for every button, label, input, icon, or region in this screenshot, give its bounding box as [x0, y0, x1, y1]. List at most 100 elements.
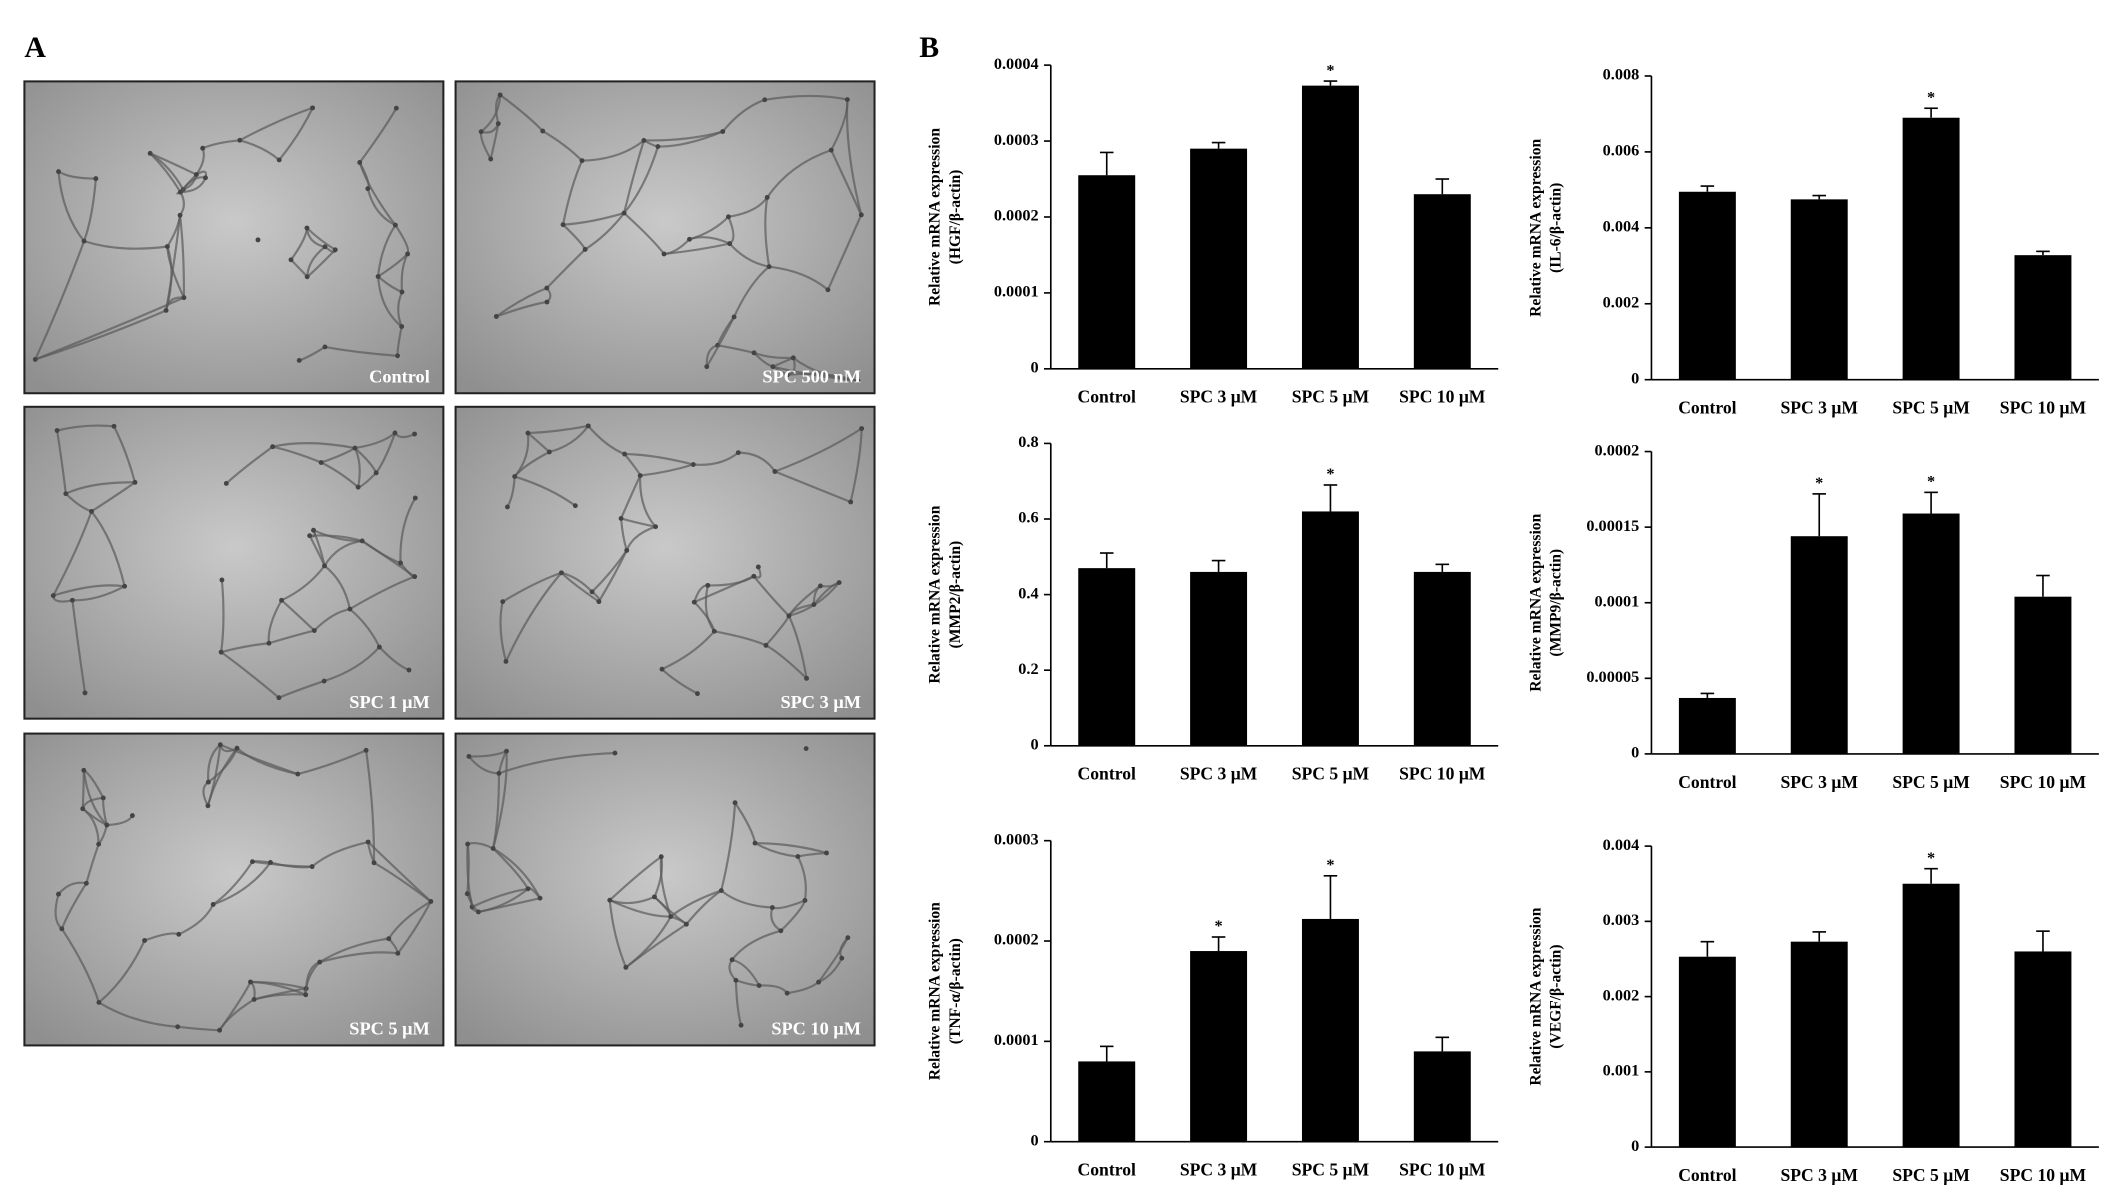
cell-network — [720, 802, 737, 891]
cell-network — [324, 345, 398, 357]
cell-node — [56, 891, 61, 897]
cell-node — [687, 236, 692, 242]
cell-network — [468, 750, 507, 758]
bar — [1078, 175, 1136, 369]
cell-network — [661, 668, 698, 695]
cell-node — [80, 806, 86, 812]
y-tick-label: 0 — [1030, 359, 1038, 377]
cell-network — [177, 1025, 220, 1032]
cell-network — [670, 889, 722, 918]
cell-node — [365, 186, 371, 192]
cell-node — [210, 902, 216, 907]
cell-node — [755, 564, 761, 570]
y-tick-label: 0.0004 — [994, 55, 1039, 73]
cell-node — [311, 527, 316, 533]
y-tick-label: 0.002 — [1603, 986, 1640, 1004]
cell-node — [250, 859, 255, 865]
micrograph: SPC 5 μM — [23, 732, 445, 1047]
cell-network — [281, 565, 326, 602]
x-tick-label: Control — [1078, 1160, 1136, 1180]
cell-network — [353, 447, 361, 488]
cell-network — [661, 630, 716, 671]
cell-node — [497, 92, 503, 98]
cell-node — [255, 237, 261, 243]
cell-network — [707, 575, 755, 587]
cell-node — [295, 771, 301, 777]
cell-network — [278, 680, 325, 699]
bar — [1902, 117, 1960, 380]
x-tick-label: SPC 10 μM — [1399, 1160, 1486, 1180]
y-axis-label: (MMP2/β-actin) — [947, 541, 964, 649]
x-tick-label: SPC 3 μM — [1780, 1165, 1858, 1185]
cell-node — [811, 602, 817, 607]
cell-node — [398, 560, 403, 566]
cell-node — [582, 246, 588, 252]
y-tick-label: 0 — [1631, 369, 1639, 387]
cell-node — [177, 212, 183, 218]
y-tick-label: 0.006 — [1603, 142, 1640, 160]
cell-node — [268, 860, 273, 865]
cell-node — [317, 959, 323, 965]
x-tick-label: Control — [1078, 387, 1136, 407]
cell-network — [312, 529, 326, 567]
cell-node — [399, 324, 405, 329]
cell-network — [313, 607, 351, 632]
cell-network — [90, 510, 126, 587]
cell-network — [323, 646, 381, 683]
cell-node — [464, 891, 470, 897]
cell-network — [278, 107, 314, 161]
cell-node — [525, 430, 531, 436]
cell-node — [111, 423, 117, 429]
cell-network — [769, 265, 829, 291]
significance-marker: * — [1927, 473, 1935, 491]
cell-node — [122, 583, 128, 589]
cell-node — [525, 886, 531, 892]
bar — [1678, 697, 1736, 754]
cell-node — [304, 274, 310, 280]
cell-network — [561, 160, 583, 225]
cell-node — [726, 214, 731, 220]
cell-network — [206, 744, 222, 807]
cell-network — [365, 750, 376, 863]
cell-node — [393, 105, 399, 111]
cell-network — [766, 149, 832, 199]
bar — [1678, 956, 1736, 1148]
x-tick-label: SPC 10 μM — [1399, 387, 1486, 407]
cell-node — [276, 695, 282, 701]
cell-node — [653, 524, 658, 530]
y-tick-label: 0 — [1631, 1137, 1639, 1155]
cell-network — [358, 107, 398, 164]
cell-node — [624, 547, 630, 553]
cell-node — [309, 864, 315, 870]
cell-network — [826, 214, 863, 291]
cell-network — [849, 428, 863, 503]
cell-network — [90, 481, 136, 513]
cell-node — [572, 503, 578, 509]
significance-marker: * — [1326, 856, 1334, 874]
cell-network — [542, 130, 583, 162]
cell-node — [89, 508, 94, 514]
cell-node — [766, 264, 772, 270]
cell-node — [296, 358, 302, 363]
cell-network — [468, 755, 499, 775]
cell-network — [663, 242, 730, 256]
x-tick-label: SPC 5 μM — [1292, 387, 1370, 407]
cell-network — [272, 445, 322, 464]
significance-marker: * — [1815, 474, 1823, 492]
cell-network — [60, 928, 100, 1003]
cell-node — [718, 888, 724, 894]
cell-node — [720, 129, 726, 134]
cell-network — [478, 897, 541, 914]
cell-node — [322, 563, 327, 569]
image-caption: SPC 1 μM — [349, 692, 430, 712]
cell-network — [689, 216, 730, 241]
cell-network — [527, 424, 589, 435]
cell-node — [32, 356, 38, 362]
cell-node — [816, 979, 822, 985]
cell-node — [164, 244, 170, 249]
cell-network — [354, 432, 396, 450]
cell-node — [763, 642, 769, 648]
cell-node — [769, 905, 775, 910]
cell-node — [804, 675, 809, 681]
cell-network — [361, 540, 401, 565]
